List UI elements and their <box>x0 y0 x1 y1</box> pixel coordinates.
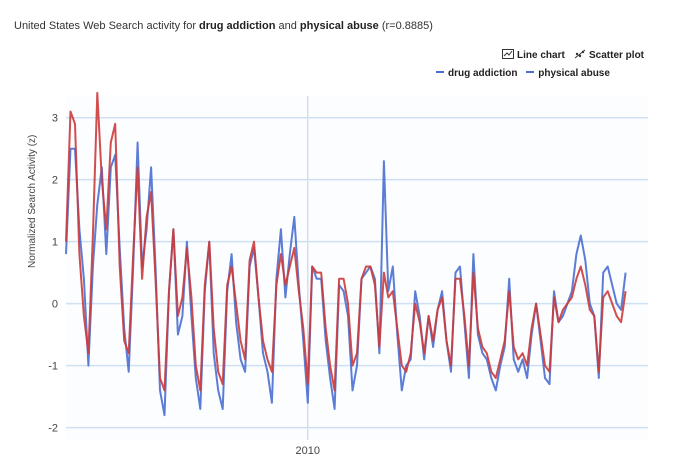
legend-item-physical-abuse[interactable]: physical abuse <box>526 68 610 79</box>
title-term-2: physical abuse <box>299 20 379 32</box>
plot-background <box>66 96 648 440</box>
legend: drug addiction physical abuse <box>436 68 616 79</box>
scatter-plot-button[interactable]: Scatter plot <box>574 49 644 61</box>
title-prefix: United States Web Search activity for <box>14 20 200 32</box>
line-chart-button[interactable]: Line chart <box>502 49 565 61</box>
y-tick-label: -1 <box>48 361 58 373</box>
y-tick-label: 2 <box>52 175 58 187</box>
y-tick-label: -2 <box>48 423 58 435</box>
y-tick-label: 0 <box>52 299 58 311</box>
legend-label-physical-abuse: physical abuse <box>538 68 610 79</box>
title-and: and <box>275 20 300 32</box>
title-term-1: drug addiction <box>199 20 276 32</box>
line-chart-icon <box>502 49 514 59</box>
scatter-plot-icon <box>574 49 586 59</box>
series-line-physical-abuse <box>65 91 627 392</box>
legend-label-drug-addiction: drug addiction <box>448 68 518 79</box>
line-chart-label: Line chart <box>517 50 565 61</box>
scatter-plot-label: Scatter plot <box>589 50 645 61</box>
y-tick-label: 1 <box>52 237 58 249</box>
title-correlation: (r=0.8885) <box>378 20 433 32</box>
x-tick-label: 2010 <box>296 445 320 457</box>
legend-swatch-physical-abuse <box>526 71 535 73</box>
chart-title: United States Web Search activity for dr… <box>14 20 433 32</box>
y-tick-label: 3 <box>52 113 58 125</box>
legend-swatch-drug-addiction <box>436 71 444 73</box>
legend-item-drug-addiction[interactable]: drug addiction <box>436 68 517 79</box>
